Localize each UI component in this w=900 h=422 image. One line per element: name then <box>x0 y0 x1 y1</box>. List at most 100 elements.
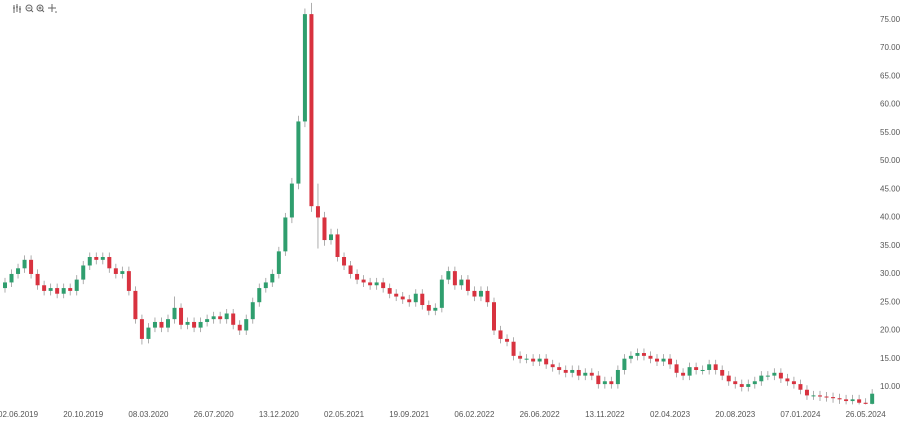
candle-body <box>863 402 868 404</box>
candle-body <box>583 372 588 376</box>
candle-body <box>309 14 314 207</box>
candle-body <box>335 234 340 258</box>
y-tick-label: 10.00 <box>880 382 900 391</box>
candle-body <box>42 285 47 291</box>
candle-body <box>400 296 405 300</box>
x-tick-label: 13.11.2022 <box>585 410 625 419</box>
candle-body <box>759 375 764 382</box>
candle-body <box>113 268 118 274</box>
candle-body <box>857 399 862 403</box>
y-tick-label: 55.00 <box>880 128 900 137</box>
candle-body <box>628 355 633 359</box>
candle-body <box>16 268 21 274</box>
zoom-out-tool[interactable] <box>25 4 34 13</box>
candle-body <box>276 251 281 274</box>
candle-body <box>492 302 496 331</box>
candle-body <box>22 259 27 269</box>
candle-body <box>524 358 529 360</box>
candle-body <box>381 282 386 289</box>
candle-body <box>537 358 542 362</box>
candle-body <box>609 381 614 385</box>
candle-body <box>329 234 333 241</box>
candle-body <box>394 293 399 297</box>
x-tick-label: 02.04.2023 <box>650 410 691 419</box>
candle-body <box>315 206 320 218</box>
crosshair-tool[interactable] <box>48 4 57 13</box>
candle-body <box>120 271 125 274</box>
bars-tool[interactable] <box>13 4 21 13</box>
candle-body <box>146 327 151 339</box>
candle-body <box>29 259 34 274</box>
candle-body <box>270 273 275 283</box>
y-tick-label: 40.00 <box>880 213 900 222</box>
x-tick-label: 06.02.2022 <box>454 410 495 419</box>
candle-body <box>237 324 242 331</box>
candle-body <box>635 353 640 356</box>
candle-body <box>622 358 627 370</box>
candle-body <box>563 369 568 373</box>
x-tick-label: 26.06.2022 <box>520 410 561 419</box>
candle-body <box>641 353 646 356</box>
candle-body <box>224 313 229 320</box>
candle-body <box>824 396 829 398</box>
candle-body <box>837 398 842 400</box>
candle-body <box>61 288 66 294</box>
candle-body <box>733 381 738 385</box>
candle-body <box>570 369 575 373</box>
candle-body <box>302 14 307 122</box>
candle-body <box>166 319 170 328</box>
candle-body <box>752 381 757 385</box>
x-tick-label: 26.05.2024 <box>846 410 887 419</box>
candle-body <box>804 389 809 396</box>
candle-body <box>870 393 875 404</box>
candle-body <box>485 290 490 303</box>
y-tick-label: 25.00 <box>880 297 900 306</box>
candle-body <box>446 271 451 280</box>
candle-body <box>739 384 744 387</box>
zoom-in-tool[interactable] <box>36 4 45 13</box>
candle-body <box>342 257 347 266</box>
candle-body <box>713 364 718 370</box>
candle-body <box>700 369 705 371</box>
candle-body <box>850 399 855 402</box>
candle-body <box>687 367 692 376</box>
candle-body <box>257 288 262 303</box>
candle-body <box>413 293 418 303</box>
x-tick-label: 20.08.2023 <box>715 410 756 419</box>
candle-body <box>211 316 216 320</box>
candle-body <box>576 369 581 376</box>
candle-body <box>133 290 138 320</box>
candle-body <box>322 217 327 241</box>
candle-body <box>518 355 523 359</box>
y-tick-label: 70.00 <box>880 43 900 52</box>
candle-body <box>694 367 699 370</box>
candle-body <box>498 330 503 339</box>
candle-body <box>185 321 190 325</box>
candle-body <box>791 381 796 385</box>
y-tick-label: 60.00 <box>880 100 900 109</box>
candle-body <box>478 290 483 297</box>
candle-body <box>218 316 223 320</box>
x-tick-label: 26.07.2020 <box>194 410 235 419</box>
candle-body <box>81 265 86 280</box>
candle-body <box>785 378 790 382</box>
candle-body <box>426 305 431 311</box>
y-tick-label: 65.00 <box>880 71 900 80</box>
candle-body <box>263 282 268 289</box>
x-tick-label: 20.10.2019 <box>63 410 104 419</box>
candle-body <box>192 321 197 328</box>
y-tick-label: 20.00 <box>880 326 900 335</box>
candle-body <box>589 372 594 376</box>
candle-body <box>818 395 822 397</box>
candle-body <box>602 381 607 385</box>
candle-body <box>48 288 53 291</box>
y-tick-label: 50.00 <box>880 156 900 165</box>
candle-body <box>152 321 157 328</box>
candle-body <box>505 338 510 342</box>
candle-body <box>198 321 203 328</box>
candle-body <box>596 375 601 385</box>
candle-body <box>746 384 751 387</box>
candle-body <box>100 257 105 260</box>
candle-body <box>126 271 131 291</box>
